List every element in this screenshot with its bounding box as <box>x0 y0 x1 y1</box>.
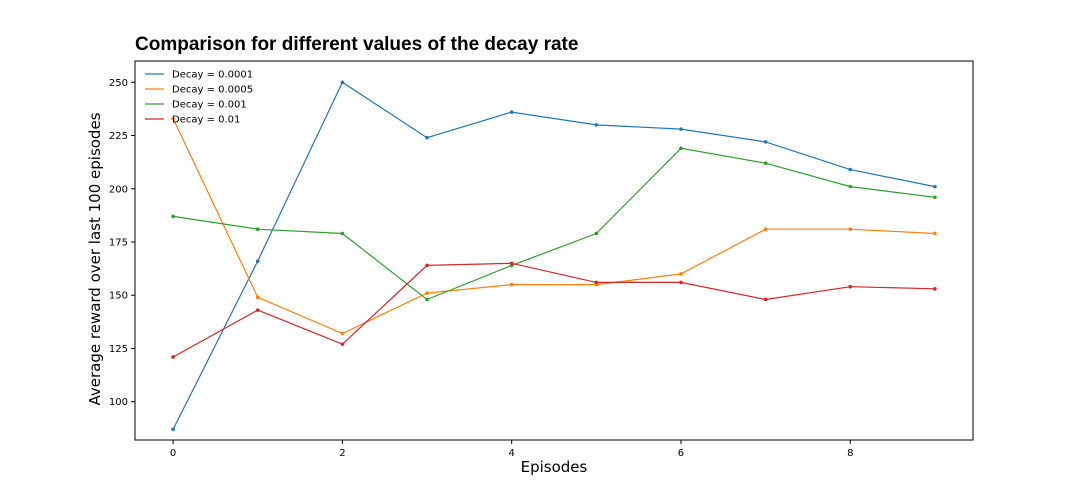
data-point <box>933 231 937 236</box>
data-point <box>763 227 768 232</box>
y-tick-label: 175 <box>109 237 128 248</box>
data-point <box>848 167 853 172</box>
data-point <box>340 342 345 346</box>
series-line-2 <box>173 147 935 301</box>
data-point <box>255 227 260 232</box>
data-point <box>425 297 429 302</box>
data-point <box>509 261 514 266</box>
x-tick-label: 4 <box>508 448 514 459</box>
y-tick-label: 200 <box>109 184 128 195</box>
data-point <box>679 272 683 276</box>
y-tick-label: 250 <box>109 78 128 89</box>
data-point <box>594 280 599 285</box>
x-tick-label: 6 <box>678 448 684 459</box>
data-point <box>425 135 429 140</box>
y-tick-label: 150 <box>109 291 128 302</box>
x-tick-label: 2 <box>339 448 345 459</box>
y-axis-label: Average reward over last 100 episodes <box>86 112 104 406</box>
data-point <box>933 195 937 200</box>
data-point <box>594 231 599 236</box>
series-line-1 <box>172 118 935 335</box>
series-line-3 <box>172 262 935 358</box>
data-point <box>509 110 514 114</box>
data-point <box>171 355 175 359</box>
data-point <box>425 263 429 268</box>
data-point <box>933 287 937 291</box>
data-point <box>679 127 683 131</box>
legend: Decay = 0.0001 Decay = 0.0005 Decay = 0.00… <box>145 70 253 126</box>
data-point <box>255 308 260 312</box>
data-point <box>763 297 768 302</box>
data-point <box>509 282 514 287</box>
data-point <box>848 284 853 289</box>
series-line-0 <box>172 81 936 430</box>
data-point <box>340 231 345 236</box>
legend-entry: Decay = 0.0005 <box>172 85 253 96</box>
data-point <box>763 140 768 144</box>
data-point <box>848 227 853 232</box>
data-point <box>425 291 429 295</box>
x-tick-label: 0 <box>170 448 176 459</box>
x-axis-label: Episodes <box>520 458 588 476</box>
data-point <box>171 427 175 432</box>
y-tick-label: 125 <box>109 344 128 355</box>
data-point <box>763 161 768 166</box>
data-point <box>255 295 260 300</box>
x-tick-label: 8 <box>847 448 853 459</box>
y-tick-label: 225 <box>109 131 128 142</box>
legend-entry: Decay = 0.01 <box>172 115 240 126</box>
data-point <box>255 259 260 263</box>
data-point <box>594 123 599 127</box>
data-point <box>171 214 175 219</box>
data-point <box>340 80 345 85</box>
data-point <box>933 184 937 189</box>
data-point <box>171 116 175 121</box>
data-point <box>340 331 345 336</box>
data-point <box>679 280 683 285</box>
data-point <box>679 146 683 151</box>
data-point <box>848 184 853 189</box>
plot-frame <box>134 60 974 441</box>
legend-entry: Decay = 0.001 <box>172 100 247 111</box>
chart-title: Comparison for different values of the d… <box>135 34 579 55</box>
y-tick-label: 100 <box>109 397 128 408</box>
legend-entry: Decay = 0.0001 <box>172 70 253 81</box>
